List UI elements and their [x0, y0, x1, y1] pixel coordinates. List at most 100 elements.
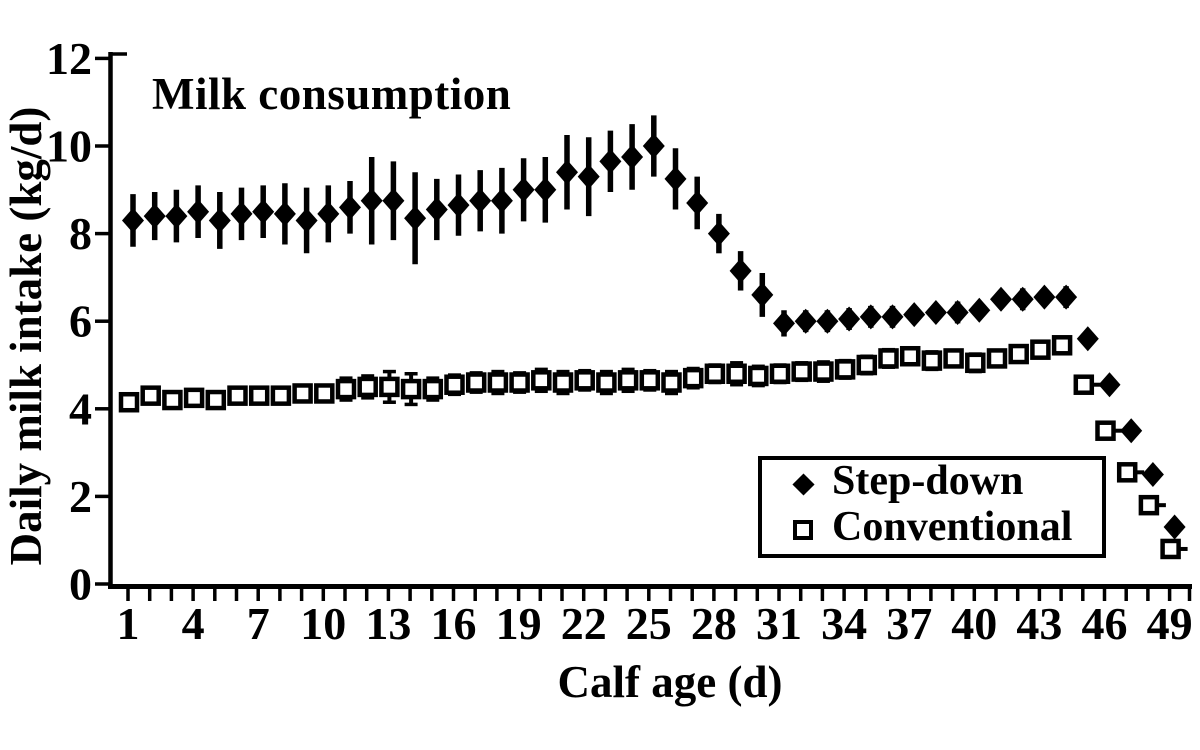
- conventional-point: [465, 372, 487, 393]
- step-down-point: [187, 199, 210, 225]
- y-tick-label: 2: [69, 471, 92, 522]
- conventional-point: [335, 378, 357, 400]
- step-down-point: [208, 207, 231, 233]
- conventional-point: [769, 363, 791, 385]
- step-down-point: [447, 192, 470, 218]
- step-down-point: [534, 177, 557, 203]
- conventional-point: [1073, 374, 1095, 395]
- conventional-point: [314, 383, 335, 404]
- conventional-point: [1116, 462, 1138, 483]
- step-down-point: [924, 299, 947, 325]
- step-down-point: [1011, 286, 1034, 312]
- step-down-point: [360, 188, 383, 214]
- y-tick-label: 4: [69, 383, 92, 434]
- x-tick-label: 7: [247, 598, 270, 649]
- x-tick-label: 25: [626, 598, 672, 649]
- conventional-point: [899, 345, 921, 367]
- step-down-point: [859, 304, 882, 330]
- x-tick-label: 40: [951, 598, 997, 649]
- step-down-point: [1033, 284, 1056, 310]
- conventional-point: [856, 354, 878, 376]
- filled-diamond-icon: [788, 473, 818, 496]
- step-down-point: [122, 207, 144, 233]
- legend-label: Conventional: [832, 503, 1073, 550]
- conventional-point: [986, 348, 1008, 369]
- conventional-point: [531, 370, 552, 391]
- conventional-point: [813, 361, 834, 382]
- conventional-point: [118, 391, 140, 413]
- x-tick-label: 28: [691, 598, 737, 649]
- open-square-icon: [788, 519, 818, 540]
- step-down-point: [946, 299, 969, 325]
- step-down-point: [1098, 372, 1121, 398]
- conventional-point: [509, 372, 530, 393]
- conventional-point: [726, 363, 747, 385]
- conventional-point: [162, 389, 183, 411]
- step-down-point: [165, 203, 188, 229]
- conventional-point: [1030, 339, 1051, 360]
- step-down-point: [339, 194, 361, 220]
- step-down-point: [1055, 284, 1078, 310]
- series-step-down: [122, 133, 1186, 540]
- conventional-point: [834, 359, 856, 380]
- step-down-point: [751, 282, 774, 308]
- y-tick-label: 10: [46, 121, 92, 172]
- chart-title: Milk consumption: [152, 69, 512, 119]
- step-down-point: [252, 199, 275, 225]
- step-down-point: [621, 144, 644, 170]
- conventional-point: [965, 352, 986, 374]
- step-down-point: [317, 201, 340, 227]
- conventional-point: [422, 378, 444, 400]
- conventional-point: [682, 367, 704, 389]
- step-down-point: [273, 201, 296, 227]
- step-down-point: [642, 133, 665, 159]
- series-conventional: [118, 335, 1181, 560]
- conventional-point: [748, 365, 769, 387]
- step-down-point: [968, 297, 991, 323]
- x-tick-label: 19: [496, 598, 542, 649]
- y-tick-label: 12: [46, 33, 92, 84]
- step-down-point: [556, 159, 578, 185]
- step-down-point: [425, 197, 448, 223]
- step-down-point: [1141, 462, 1164, 487]
- step-down-point: [143, 203, 166, 229]
- conventional-point: [379, 376, 400, 398]
- x-tick-label: 31: [756, 598, 802, 649]
- conventional-point: [487, 372, 509, 393]
- legend-item-conventional: Conventional: [788, 503, 1102, 551]
- conventional-point: [791, 361, 812, 382]
- step-down-point: [404, 205, 427, 231]
- legend-label: Step-down: [832, 458, 1024, 505]
- step-down-point: [773, 310, 795, 336]
- step-down-point: [1163, 514, 1186, 540]
- step-down-point: [1120, 418, 1143, 444]
- step-down-point: [599, 148, 622, 174]
- step-down-point: [816, 308, 839, 334]
- step-down-point: [469, 188, 492, 214]
- conventional-point: [639, 370, 661, 391]
- conventional-point: [943, 348, 964, 369]
- step-down-point: [903, 302, 926, 328]
- step-down-point: [490, 188, 513, 214]
- x-tick-label: 10: [300, 598, 346, 649]
- step-down-point: [881, 304, 904, 330]
- x-tick-label: 1: [117, 598, 140, 649]
- y-tick-label: 0: [69, 559, 92, 610]
- conventional-point: [444, 374, 465, 395]
- step-down-point: [295, 207, 318, 233]
- conventional-point: [292, 383, 313, 404]
- step-down-point: [794, 308, 817, 334]
- x-tick-label: 37: [886, 598, 932, 649]
- conventional-point: [1160, 538, 1181, 560]
- x-tick-label: 22: [561, 598, 607, 649]
- legend-item-step-down: Step-down: [788, 458, 1102, 505]
- conventional-point: [183, 387, 205, 409]
- conventional-point: [205, 389, 227, 411]
- conventional-point: [617, 370, 639, 391]
- conventional-point: [661, 372, 682, 393]
- x-tick-label: 43: [1016, 598, 1062, 649]
- conventional-point: [227, 385, 248, 406]
- conventional-point: [1051, 335, 1073, 356]
- step-down-point: [382, 188, 405, 214]
